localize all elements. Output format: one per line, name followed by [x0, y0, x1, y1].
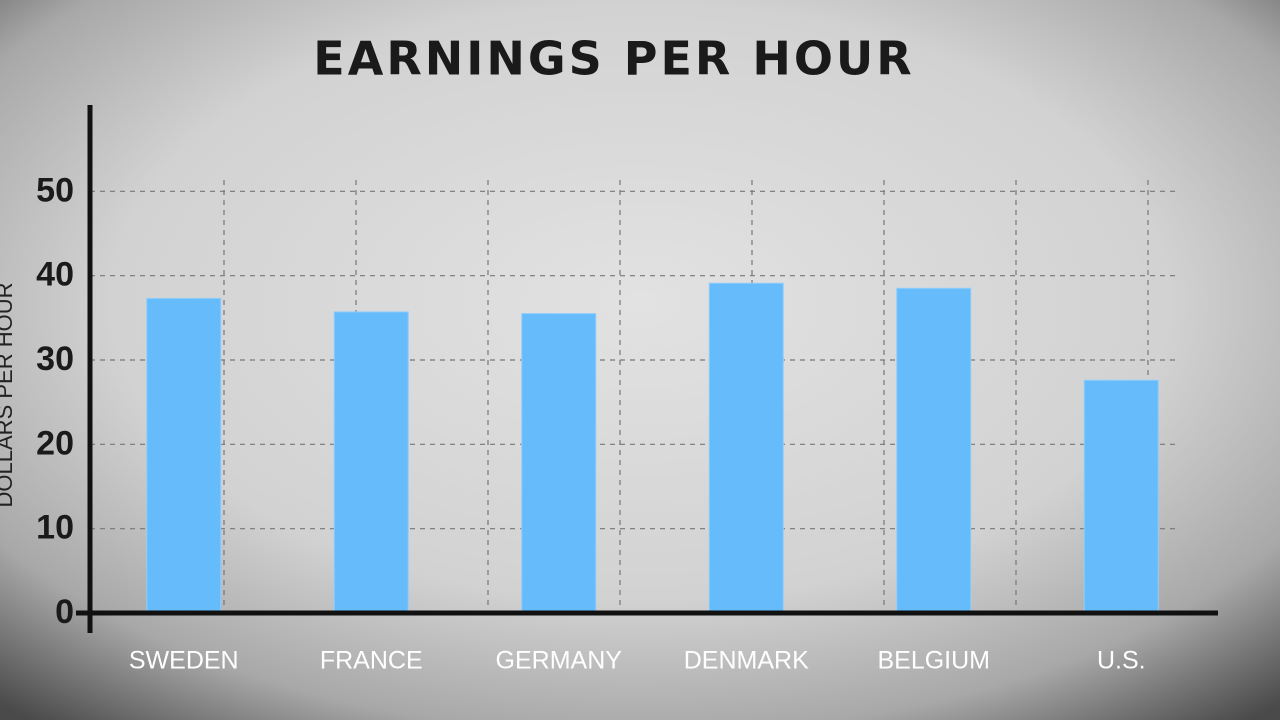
bar: [521, 313, 597, 614]
x-tick-label: DENMARK: [684, 647, 809, 675]
bar: [708, 282, 784, 614]
x-tick-label: GERMANY: [496, 647, 623, 675]
y-tick-label: 0: [55, 593, 74, 631]
chart-title: EARNINGS PER HOUR: [313, 32, 914, 86]
bar: [146, 297, 222, 614]
y-tick-label: 50: [36, 171, 74, 209]
y-tick-label: 10: [36, 509, 74, 547]
x-tick-label: BELGIUM: [877, 647, 990, 675]
y-tick-label: 40: [36, 256, 74, 294]
grid: [90, 180, 1180, 605]
y-tick-label: 30: [36, 340, 74, 378]
x-tick-label: FRANCE: [320, 647, 423, 675]
bar: [333, 311, 409, 614]
x-tick-label: SWEDEN: [129, 647, 239, 675]
bar: [896, 287, 972, 614]
x-tick-label: U.S.: [1097, 647, 1146, 675]
y-tick-label: 20: [36, 424, 74, 462]
y-axis-label: DOLLARS PER HOUR: [0, 283, 17, 508]
bar: [1083, 379, 1159, 614]
